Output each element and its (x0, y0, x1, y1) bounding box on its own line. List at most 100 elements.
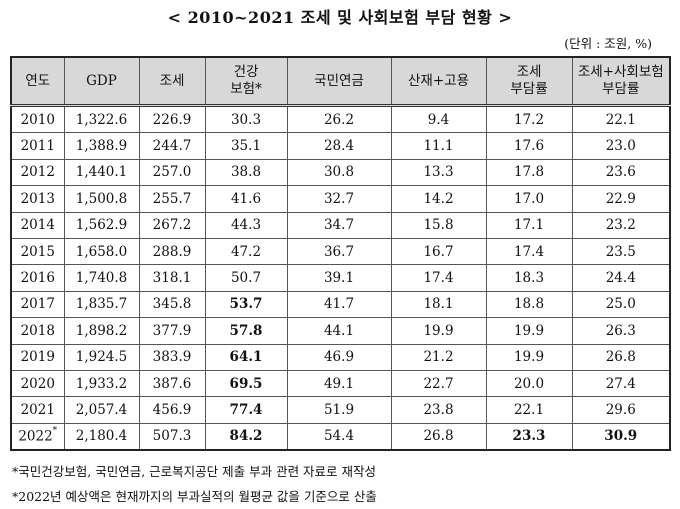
table-cell: 77.4 (204, 396, 288, 424)
cell-value: 26.3 (605, 322, 636, 339)
cell-value: 22.1 (513, 401, 545, 418)
cell-value: 2,057.4 (75, 401, 128, 418)
cell-value: 2010 (20, 111, 55, 128)
table-cell: 18.8 (485, 290, 573, 319)
cell-value: 30.3 (230, 111, 262, 128)
cell-value: 18.1 (423, 296, 454, 313)
table-cell: 84.2 (204, 422, 288, 452)
cell-value: 23.5 (605, 243, 636, 260)
cell-value: 1,500.8 (75, 190, 128, 207)
header-tax-burden-rate: 조세 부담률 (485, 56, 573, 107)
cell-value: 44.3 (230, 217, 262, 234)
table-cell: 18.1 (390, 290, 487, 319)
table-cell: 34.7 (286, 211, 392, 239)
cell-value: 255.7 (152, 190, 192, 207)
cell-value: 28.4 (323, 138, 355, 155)
cell-value: 267.2 (152, 217, 192, 234)
cell-value: 19.9 (513, 349, 545, 366)
cell-value: 387.6 (152, 375, 192, 392)
table-cell: 1,933.2 (63, 369, 140, 398)
cell-value: 1,658.0 (75, 243, 128, 260)
cell-value: 1,835.7 (75, 296, 128, 313)
table-cell: 244.7 (138, 132, 206, 160)
cell-value: 2022 (18, 428, 53, 445)
table-cell: 383.9 (138, 343, 206, 371)
table-cell: 15.8 (390, 211, 487, 239)
cell-value: 26.8 (605, 349, 636, 366)
table-cell: 267.2 (138, 211, 206, 239)
unit-note: (단위 : 조원, %) (564, 36, 652, 51)
cell-value: 84.2 (229, 428, 263, 445)
cell-value: 288.9 (152, 243, 192, 260)
cell-value: 30.8 (323, 164, 355, 181)
table-cell: 26.3 (571, 317, 671, 345)
table-cell: 18.3 (485, 264, 573, 292)
cell-value: 17.8 (513, 164, 545, 181)
cell-value: 29.6 (605, 401, 636, 418)
table-row: 2019 1,924.5 383.9 64.1 46.9 21.2 19.9 26.8 (10, 343, 671, 371)
cell-value: 17.6 (513, 138, 545, 155)
cell-value: 23.6 (605, 164, 636, 181)
cell-value: 2017 (20, 296, 55, 313)
header-year: 연도 (10, 56, 65, 107)
table-cell: 69.5 (204, 369, 288, 398)
table-cell: 17.4 (485, 237, 573, 266)
table-cell: 257.0 (138, 158, 206, 187)
table-cell: 21.2 (390, 343, 487, 371)
table-cell: 2018 (10, 317, 65, 345)
cell-value: 23.3 (512, 428, 546, 445)
table-cell: 2017 (10, 290, 65, 319)
cell-value: 2015 (20, 243, 55, 260)
cell-value: 34.7 (323, 217, 355, 234)
cell-value: 50.7 (230, 270, 262, 287)
cell-value: 30.9 (604, 428, 638, 445)
table-row: 2012 1,440.1 257.0 38.8 30.8 13.3 17.8 23.6 (10, 158, 671, 187)
cell-value: 2014 (20, 217, 55, 234)
table-cell: 2015 (10, 237, 65, 266)
table-cell: 345.8 (138, 290, 206, 319)
table-cell: 50.7 (204, 264, 288, 292)
cell-value: 17.1 (513, 217, 545, 234)
cell-value: 39.1 (323, 270, 355, 287)
table-cell: 2011 (10, 132, 65, 160)
cell-value: 1,322.6 (75, 111, 128, 128)
table-row: 2020 1,933.2 387.6 69.5 49.1 22.7 20.0 27.4 (10, 369, 671, 398)
document-title: < 2010~2021 조세 및 사회보험 부담 현황 > (167, 8, 513, 27)
table-cell: 64.1 (204, 343, 288, 371)
cell-value: 57.8 (229, 322, 263, 339)
table-row: 2014 1,562.9 267.2 44.3 34.7 15.8 17.1 23.2 (10, 211, 671, 239)
table-cell: 17.0 (485, 185, 573, 213)
table-cell: 35.1 (204, 132, 288, 160)
table-row: 2016 1,740.8 318.1 50.7 39.1 17.4 18.3 24.4 (10, 264, 671, 292)
cell-value: 244.7 (152, 138, 192, 155)
table-cell: 2012 (10, 158, 65, 187)
table-cell: 32.7 (286, 185, 392, 213)
cell-value: 51.9 (323, 401, 355, 418)
table-cell: 23.8 (390, 396, 487, 424)
cell-value: 2018 (20, 322, 55, 339)
cell-value: 2011 (20, 138, 55, 155)
table-cell: 13.3 (390, 158, 487, 187)
table-cell: 26.2 (286, 104, 392, 134)
table-cell: 2019 (10, 343, 65, 371)
cell-value: 44.1 (323, 322, 355, 339)
header-national-pension: 국민연금 (286, 56, 392, 107)
table-cell: 47.2 (204, 237, 288, 266)
table-cell: 44.1 (286, 317, 392, 345)
table-cell: 9.4 (390, 104, 487, 134)
table-cell: 2020 (10, 369, 65, 398)
table-cell: 26.8 (390, 422, 487, 452)
table-row: 2022* 2,180.4 507.3 84.2 54.4 26.8 23.3 30.9 (10, 422, 671, 452)
cell-value: 2021 (20, 401, 55, 418)
table-cell: 20.0 (485, 369, 573, 398)
cell-value: 47.2 (230, 243, 262, 260)
table-cell: 1,500.8 (63, 185, 140, 213)
table-cell: 19.9 (390, 317, 487, 345)
table-cell: 24.4 (571, 264, 671, 292)
cell-value: 507.3 (152, 428, 192, 445)
table-cell: 28.4 (286, 132, 392, 160)
cell-value: 9.4 (427, 111, 450, 128)
footnotes: *국민건강보험, 국민연금, 근로복지공단 제출 부과 관련 자료로 재작성 *… (12, 459, 377, 509)
table-cell: 22.7 (390, 369, 487, 398)
header-tax: 조세 (138, 56, 206, 107)
